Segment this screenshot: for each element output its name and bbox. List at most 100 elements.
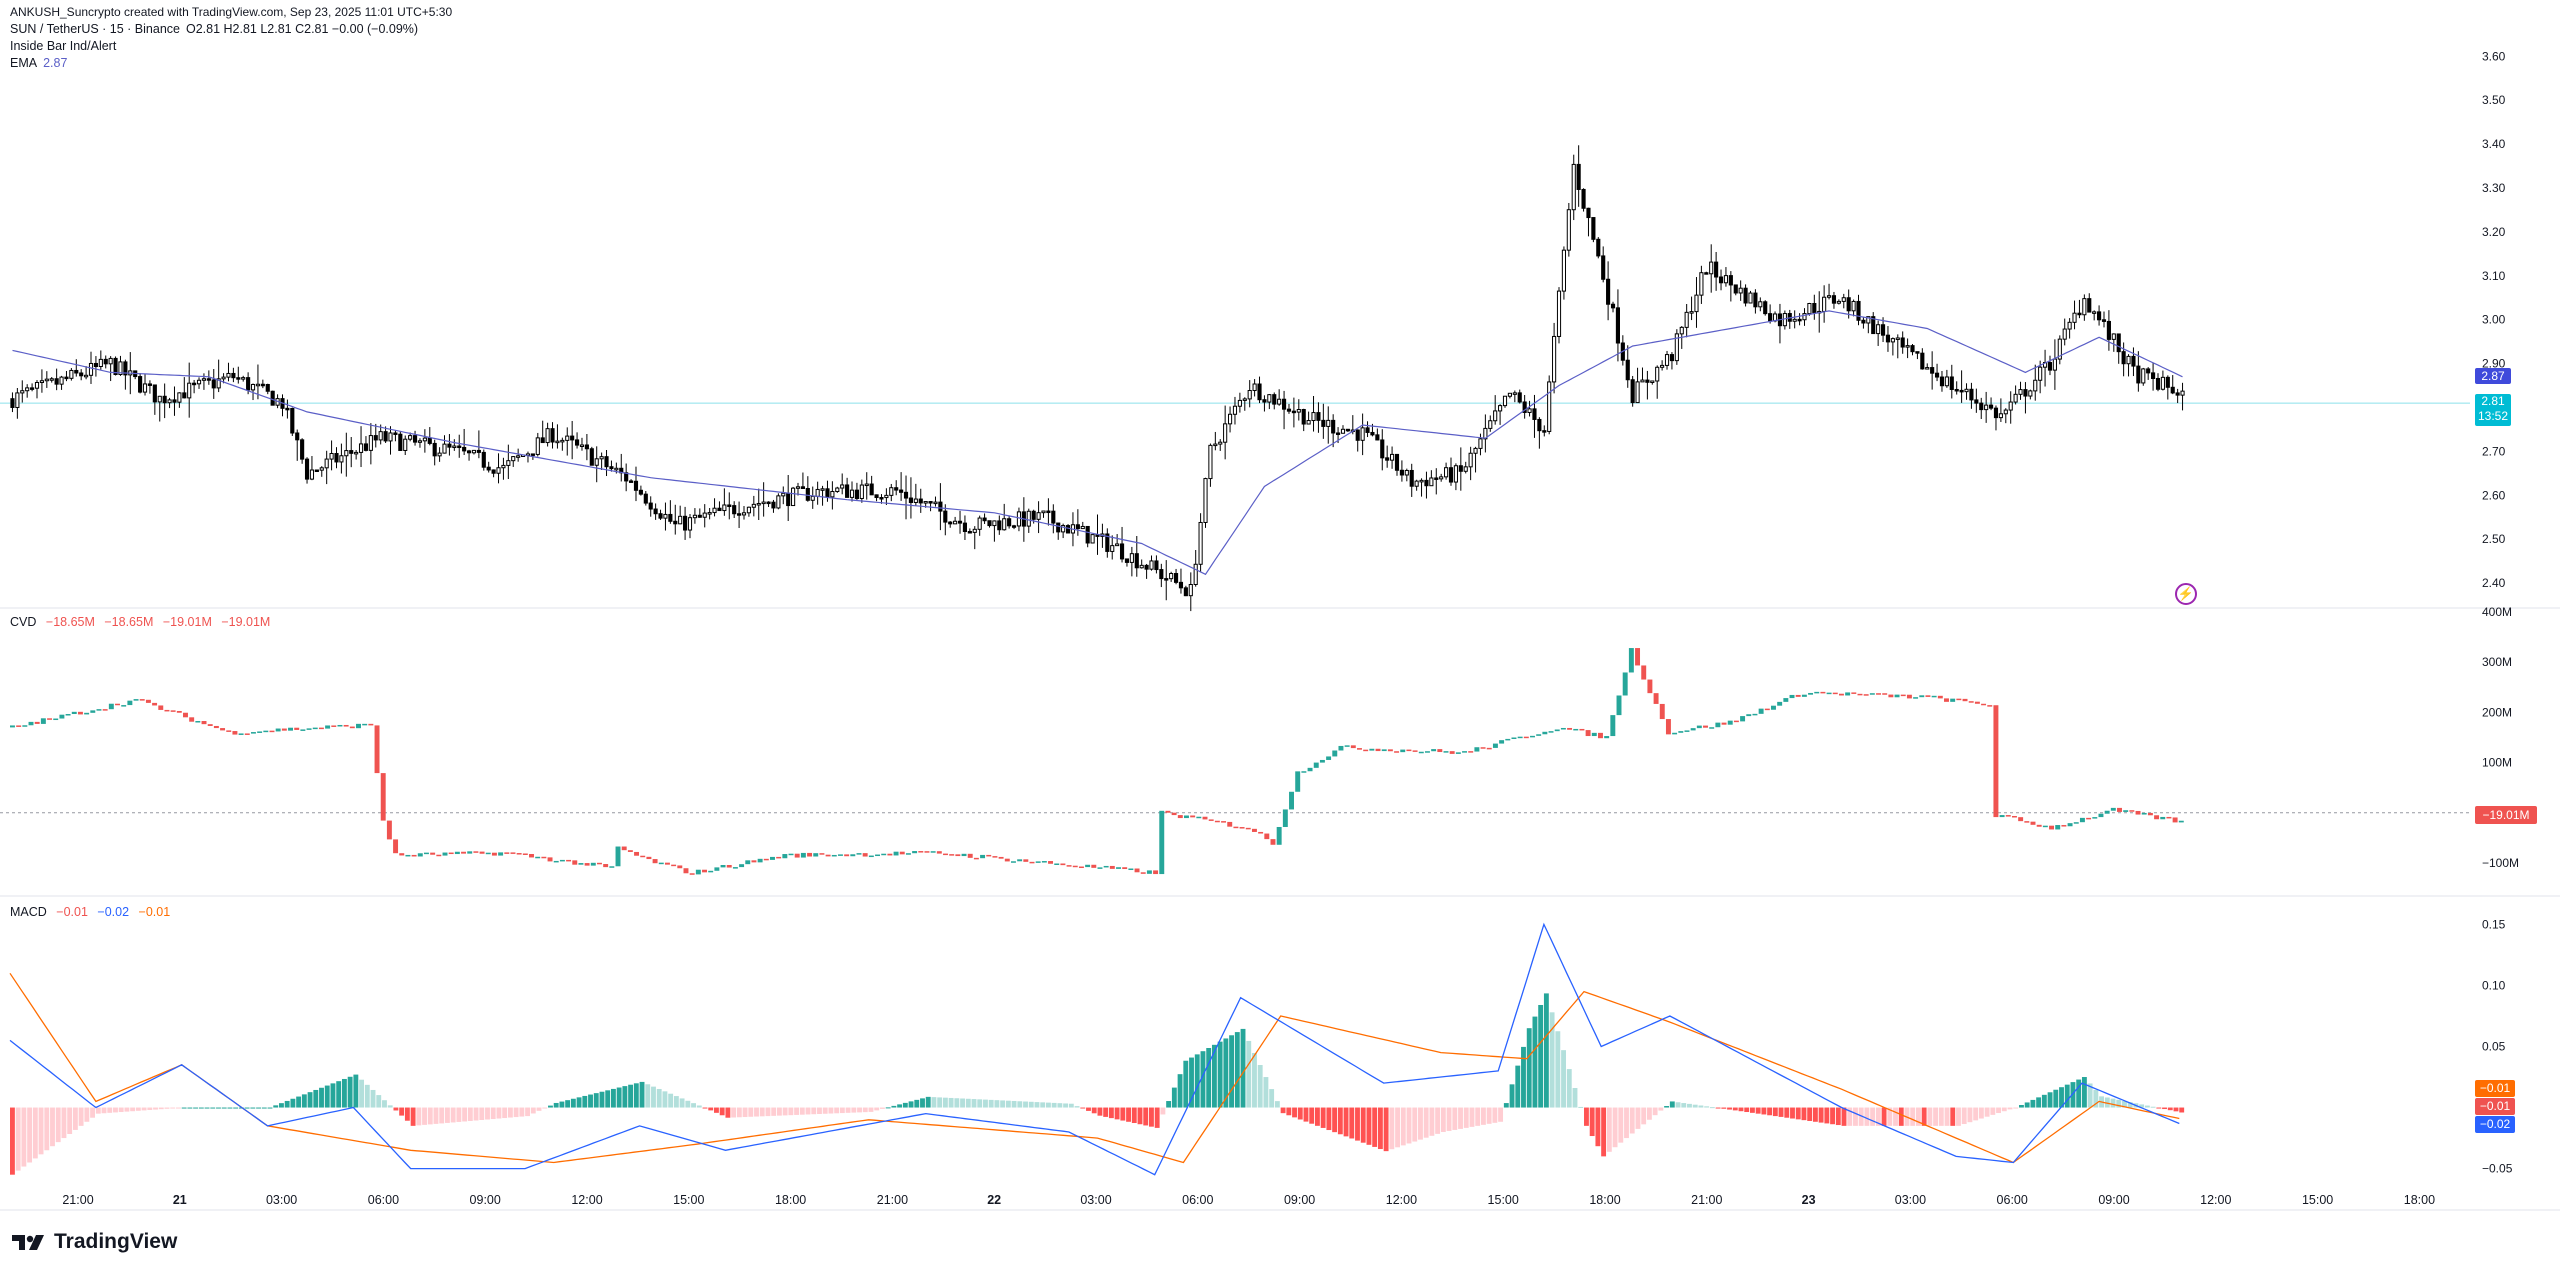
candle-body [2082,298,2087,316]
candle-body [1473,447,1478,454]
macd-histogram-bar [67,1107,73,1134]
candle-body [1213,443,1218,447]
macd-histogram-bar [187,1107,193,1109]
indicator-ema[interactable]: EMA 2.87 [10,55,73,71]
candle-body [938,501,943,512]
candle-body [1507,392,1512,397]
cvd-bar [430,852,436,855]
macd-histogram-bar [1475,1107,1481,1126]
symbol-legend[interactable]: SUN / TetherUS · 15 · Binance O2.81 H2.81… [10,21,424,37]
cvd-bar [2166,816,2172,819]
candle-body [108,357,113,365]
candle-body [2170,386,2175,394]
macd-histogram-bar [1824,1107,1830,1124]
cvd-bar [1857,693,1863,696]
macd-histogram-bar [565,1100,571,1108]
candle-body [663,513,668,519]
candle-body [1694,294,1699,313]
cvd-bar [615,846,621,867]
macd-label: MACD [10,905,47,919]
candle-body [2033,379,2038,392]
macd-histogram-bar [685,1100,691,1108]
candle-body [393,432,398,435]
candle-body [1336,432,1341,435]
cvd-bar [677,865,683,869]
macd-histogram-bar [1263,1077,1269,1108]
candle-body [1365,427,1370,433]
cvd-bar [1486,747,1492,750]
macd-histogram-bar [782,1107,788,1116]
candle-body [192,382,197,386]
cvd-bar [881,853,887,856]
candle-body [987,520,992,527]
cvd-bar [1208,819,1214,821]
cvd-bar [1004,858,1010,862]
macd-histogram-bar [2019,1104,2024,1108]
cvd-bar [1202,816,1208,820]
cvd-bar [1826,692,1832,695]
macd-histogram-bar [696,1105,702,1108]
macd-histogram-bar [1091,1107,1097,1114]
candle-body [1861,319,1866,324]
cvd-bar [1054,863,1060,865]
indicator-inside-bar[interactable]: Inside Bar Ind/Alert [10,39,117,53]
price-axis-tick: 3.20 [2482,225,2506,239]
lightning-icon[interactable]: ⚡ [2175,583,2197,605]
macd-histogram-bar [805,1107,811,1115]
time-axis-tick: 15:00 [2302,1193,2333,1207]
candle-body [633,480,639,491]
macd-histogram-bar [822,1107,828,1114]
cvd-bar [683,868,689,874]
candle-body [800,486,805,490]
cvd-bar [1597,732,1603,739]
candle-body [540,437,545,444]
macd-histogram-bar [902,1102,908,1108]
candle-body [1586,207,1591,219]
candle-body [1576,163,1581,190]
macd-histogram-bar [2053,1089,2059,1108]
macd-histogram-bar [1584,1107,1589,1126]
candle-body [1178,581,1184,589]
cvd-bar [108,703,114,710]
candle-body [1851,300,1856,312]
macd-histogram-bar [244,1107,250,1109]
cvd-bar [411,854,417,857]
cvd-bar [1400,749,1406,753]
macd-histogram-bar [633,1083,639,1108]
macd-histogram-bar [1881,1107,1887,1126]
macd-histogram-bar [651,1086,656,1108]
candle-body [1949,376,1954,390]
macd-histogram-bar [862,1107,868,1113]
candle-body [216,378,221,389]
macd-histogram-bar [2116,1099,2122,1108]
candle-body [1866,316,1871,324]
cvd-bar [1913,697,1919,699]
cvd-bar [1542,731,1548,735]
cvd-bar [720,865,726,868]
time-axis-tick: 15:00 [673,1193,704,1207]
candle-body [1463,466,1468,472]
cvd-bar [1579,728,1585,731]
cvd-bar [689,873,695,875]
macd-histogram-bar [2064,1084,2070,1108]
candle-body [300,439,305,460]
cvd-bar [183,712,188,718]
macd-histogram-bar [1194,1054,1200,1108]
candle-body [457,445,462,449]
cvd-bar [294,727,300,730]
cvd-bar [757,858,763,863]
candle-body [491,469,496,474]
tradingview-logo[interactable]: TradingView [12,1230,177,1254]
cvd-legend[interactable]: CVD −18.65M −18.65M −19.01M −19.01M [10,614,276,630]
macd-legend[interactable]: MACD −0.01 −0.02 −0.01 [10,904,176,920]
candle-body [39,380,44,384]
macd-histogram-bar [897,1104,903,1108]
candle-body [412,435,418,443]
macd-histogram-bar [1315,1107,1320,1126]
candles-group [10,145,2185,612]
cvd-bar [1424,751,1430,753]
candle-body [1669,354,1675,362]
cvd-bar [912,851,918,854]
cvd-bar [1214,820,1220,823]
